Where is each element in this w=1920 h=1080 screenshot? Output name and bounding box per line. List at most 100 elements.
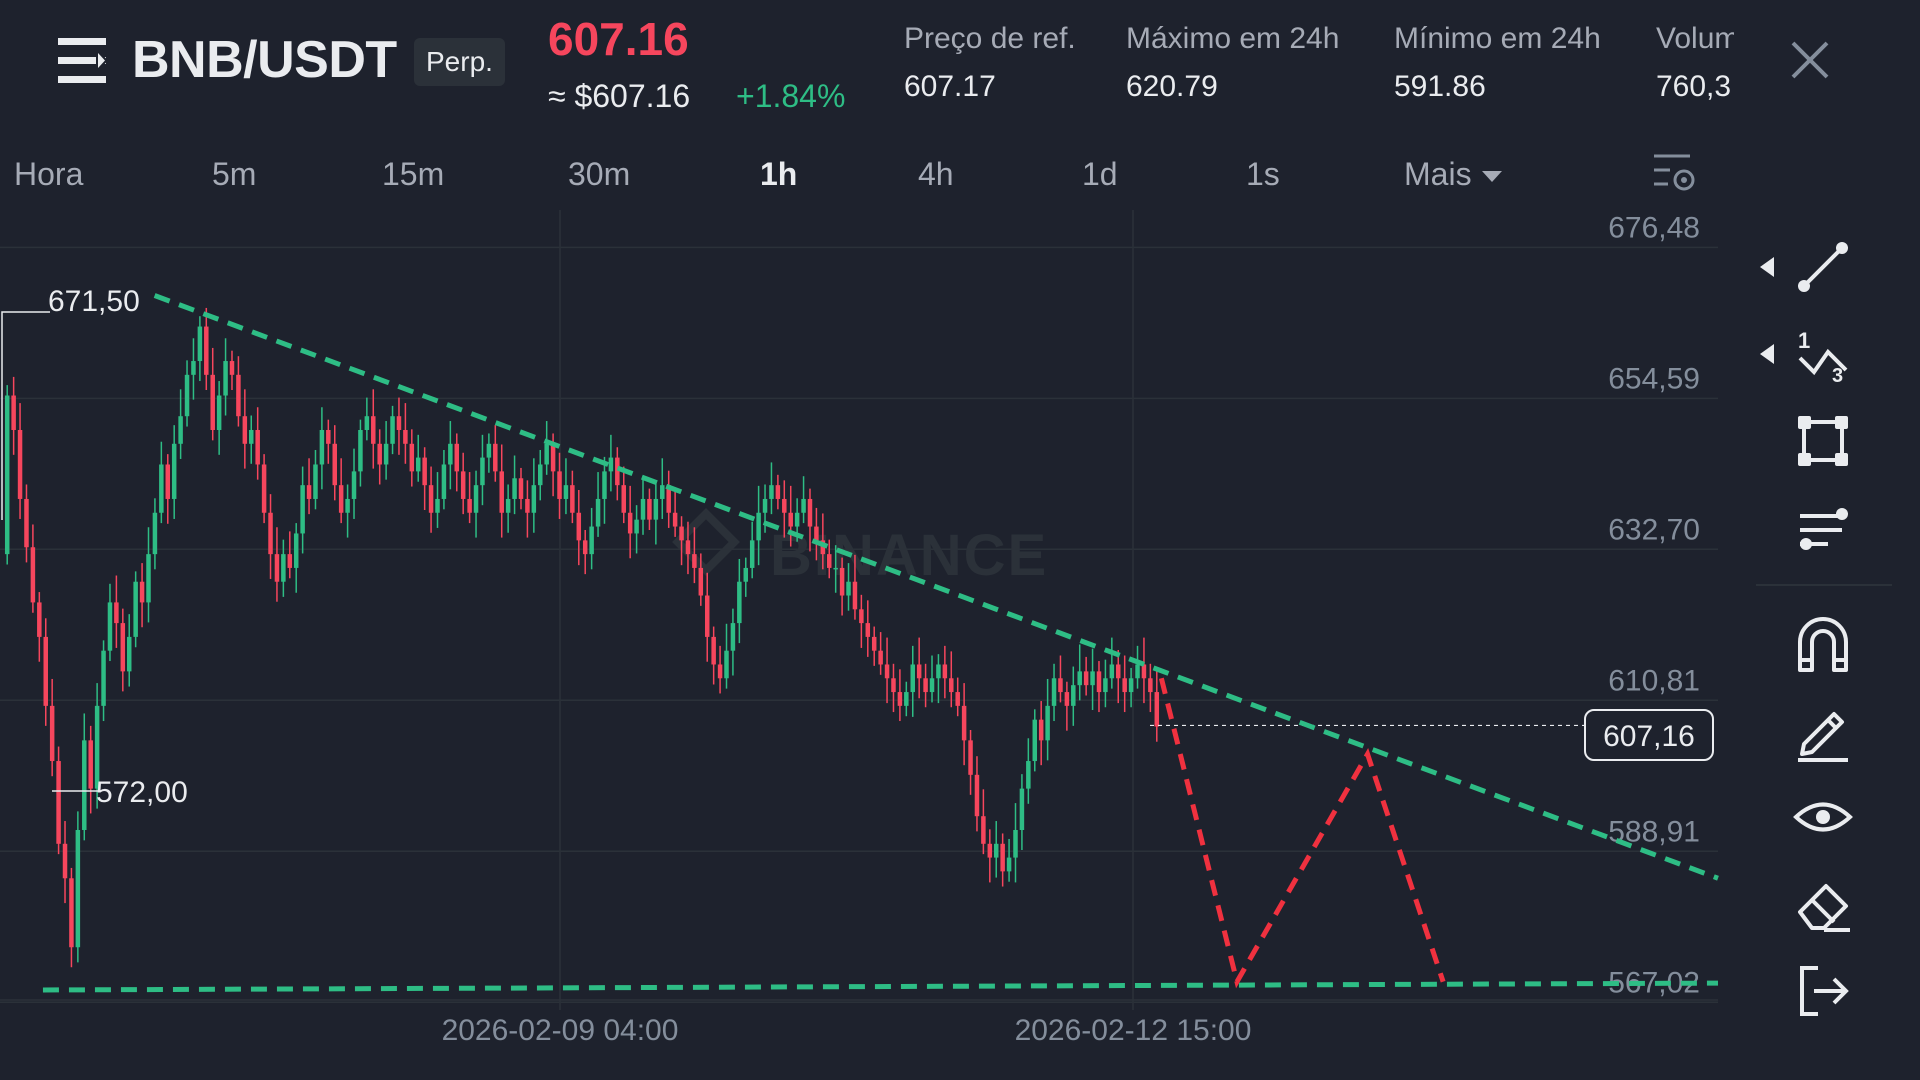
settings-lines-icon <box>1800 508 1848 550</box>
tab-time[interactable]: Hora <box>14 156 84 192</box>
fib-icon: 1 3 <box>1798 328 1848 387</box>
tab-4h[interactable]: 4h <box>918 156 954 192</box>
expand-arrow-icon[interactable] <box>1760 344 1774 364</box>
candle-body <box>692 554 697 568</box>
exit-tool[interactable] <box>1788 956 1858 1026</box>
candle-body <box>993 843 999 858</box>
candle-body <box>769 485 774 499</box>
magnet-tool[interactable] <box>1788 608 1858 678</box>
candle-body <box>968 740 973 775</box>
candle-body <box>640 498 646 520</box>
stat-value: 620.79 <box>1126 70 1218 103</box>
candle-body <box>1064 692 1070 706</box>
stat-value: 760,3 <box>1656 70 1732 103</box>
fib-tool[interactable]: 1 3 <box>1788 318 1858 388</box>
candle-body <box>737 581 742 624</box>
candle-body <box>171 443 177 499</box>
high-marker-line <box>1 311 50 520</box>
candle-body <box>133 581 138 637</box>
chart-grid <box>0 210 1718 1010</box>
candle-body <box>204 326 209 375</box>
candle-body <box>647 498 652 520</box>
candle-body <box>698 567 704 596</box>
candle-body <box>1013 830 1018 858</box>
svg-text:1: 1 <box>1798 328 1810 353</box>
candle-body <box>210 374 215 430</box>
candle-body <box>704 595 710 637</box>
candle-body <box>525 498 530 513</box>
candle-body <box>827 554 832 568</box>
candle-body <box>814 526 819 541</box>
tab-15m[interactable]: 15m <box>382 156 445 192</box>
x-tick-label: 2026-02-09 04:00 <box>442 1014 679 1047</box>
rectangle-tool[interactable] <box>1788 406 1858 476</box>
candle-body <box>313 464 318 499</box>
candles-layer <box>4 307 1160 968</box>
tab-1h[interactable]: 1h <box>760 156 798 192</box>
expand-arrow-icon[interactable] <box>1760 257 1774 277</box>
candle-body <box>839 567 845 596</box>
drawing-settings-tool[interactable] <box>1788 494 1858 564</box>
menu-icon[interactable] <box>58 36 110 86</box>
candle-body <box>281 554 286 582</box>
candle-body <box>159 464 164 513</box>
candle-body <box>788 512 793 527</box>
candle-body <box>955 692 960 706</box>
stat-volume: Volume 760,3 <box>1656 22 1734 104</box>
candle-body <box>531 485 537 513</box>
binance-logo-icon <box>672 508 740 576</box>
trend-line-tool[interactable] <box>1788 232 1858 302</box>
candle-body <box>1058 678 1063 693</box>
candle-body <box>1077 671 1082 686</box>
candle-body <box>859 609 864 624</box>
candle-body <box>82 740 87 830</box>
tab-30m[interactable]: 30m <box>568 156 631 192</box>
chart-settings-icon[interactable] <box>1650 150 1698 196</box>
candle-body <box>602 471 607 499</box>
candle-body <box>1116 664 1121 679</box>
candle-body <box>371 416 376 444</box>
candle-body <box>621 485 626 513</box>
visibility-tool[interactable] <box>1788 782 1858 852</box>
candle-body <box>743 567 749 582</box>
candle-body <box>480 457 485 486</box>
candle-body <box>794 512 800 527</box>
candle-body <box>724 650 729 679</box>
candle-body <box>653 498 659 520</box>
candle-body <box>1103 678 1108 693</box>
candle-body <box>987 843 993 858</box>
y-tick-label: 610,81 <box>1608 664 1700 697</box>
candle-body <box>17 430 23 499</box>
close-icon[interactable] <box>1790 40 1830 80</box>
candle-body <box>595 498 601 527</box>
candle-body <box>364 416 370 430</box>
drawings-layer <box>42 293 1719 993</box>
candle-body <box>120 623 126 672</box>
eraser-tool[interactable] <box>1788 868 1858 938</box>
tab-more[interactable]: Mais <box>1404 156 1502 193</box>
pair-title[interactable]: BNB/USDT <box>132 31 397 89</box>
candle-body <box>608 457 614 472</box>
trend-line-icon <box>1798 242 1848 292</box>
chart-canvas[interactable]: BINANCE 676,48654,59632,70610,81588,9156… <box>0 210 1720 1050</box>
candle-body <box>1045 705 1050 741</box>
candle-body <box>871 636 877 651</box>
tab-5m[interactable]: 5m <box>212 156 257 192</box>
candle-body <box>178 416 183 444</box>
candle-body <box>544 443 549 465</box>
header: BNB/USDT Perp. 607.16 ≈ $607.16 +1.84% P… <box>0 0 1920 130</box>
candle-body <box>505 498 511 513</box>
tab-1d[interactable]: 1d <box>1082 156 1118 192</box>
candle-body <box>75 830 81 948</box>
stat-value: 607.17 <box>904 70 996 103</box>
pencil-tool[interactable] <box>1788 694 1858 764</box>
candle-body <box>807 498 813 527</box>
stat-ref-price: Preço de ref. 607.17 <box>904 22 1076 104</box>
watermark: BINANCE <box>770 523 1048 588</box>
price-chart[interactable]: BINANCE 676,48 654,59 632,70 610,81 588,91 56… <box>0 210 1720 1050</box>
candle-body <box>114 602 119 624</box>
candle-body <box>589 526 594 555</box>
tab-1s[interactable]: 1s <box>1246 156 1280 192</box>
x-tick-label: 2026-02-12 15:00 <box>1015 1014 1252 1047</box>
current-price-tag: 607,16 <box>1584 709 1714 761</box>
